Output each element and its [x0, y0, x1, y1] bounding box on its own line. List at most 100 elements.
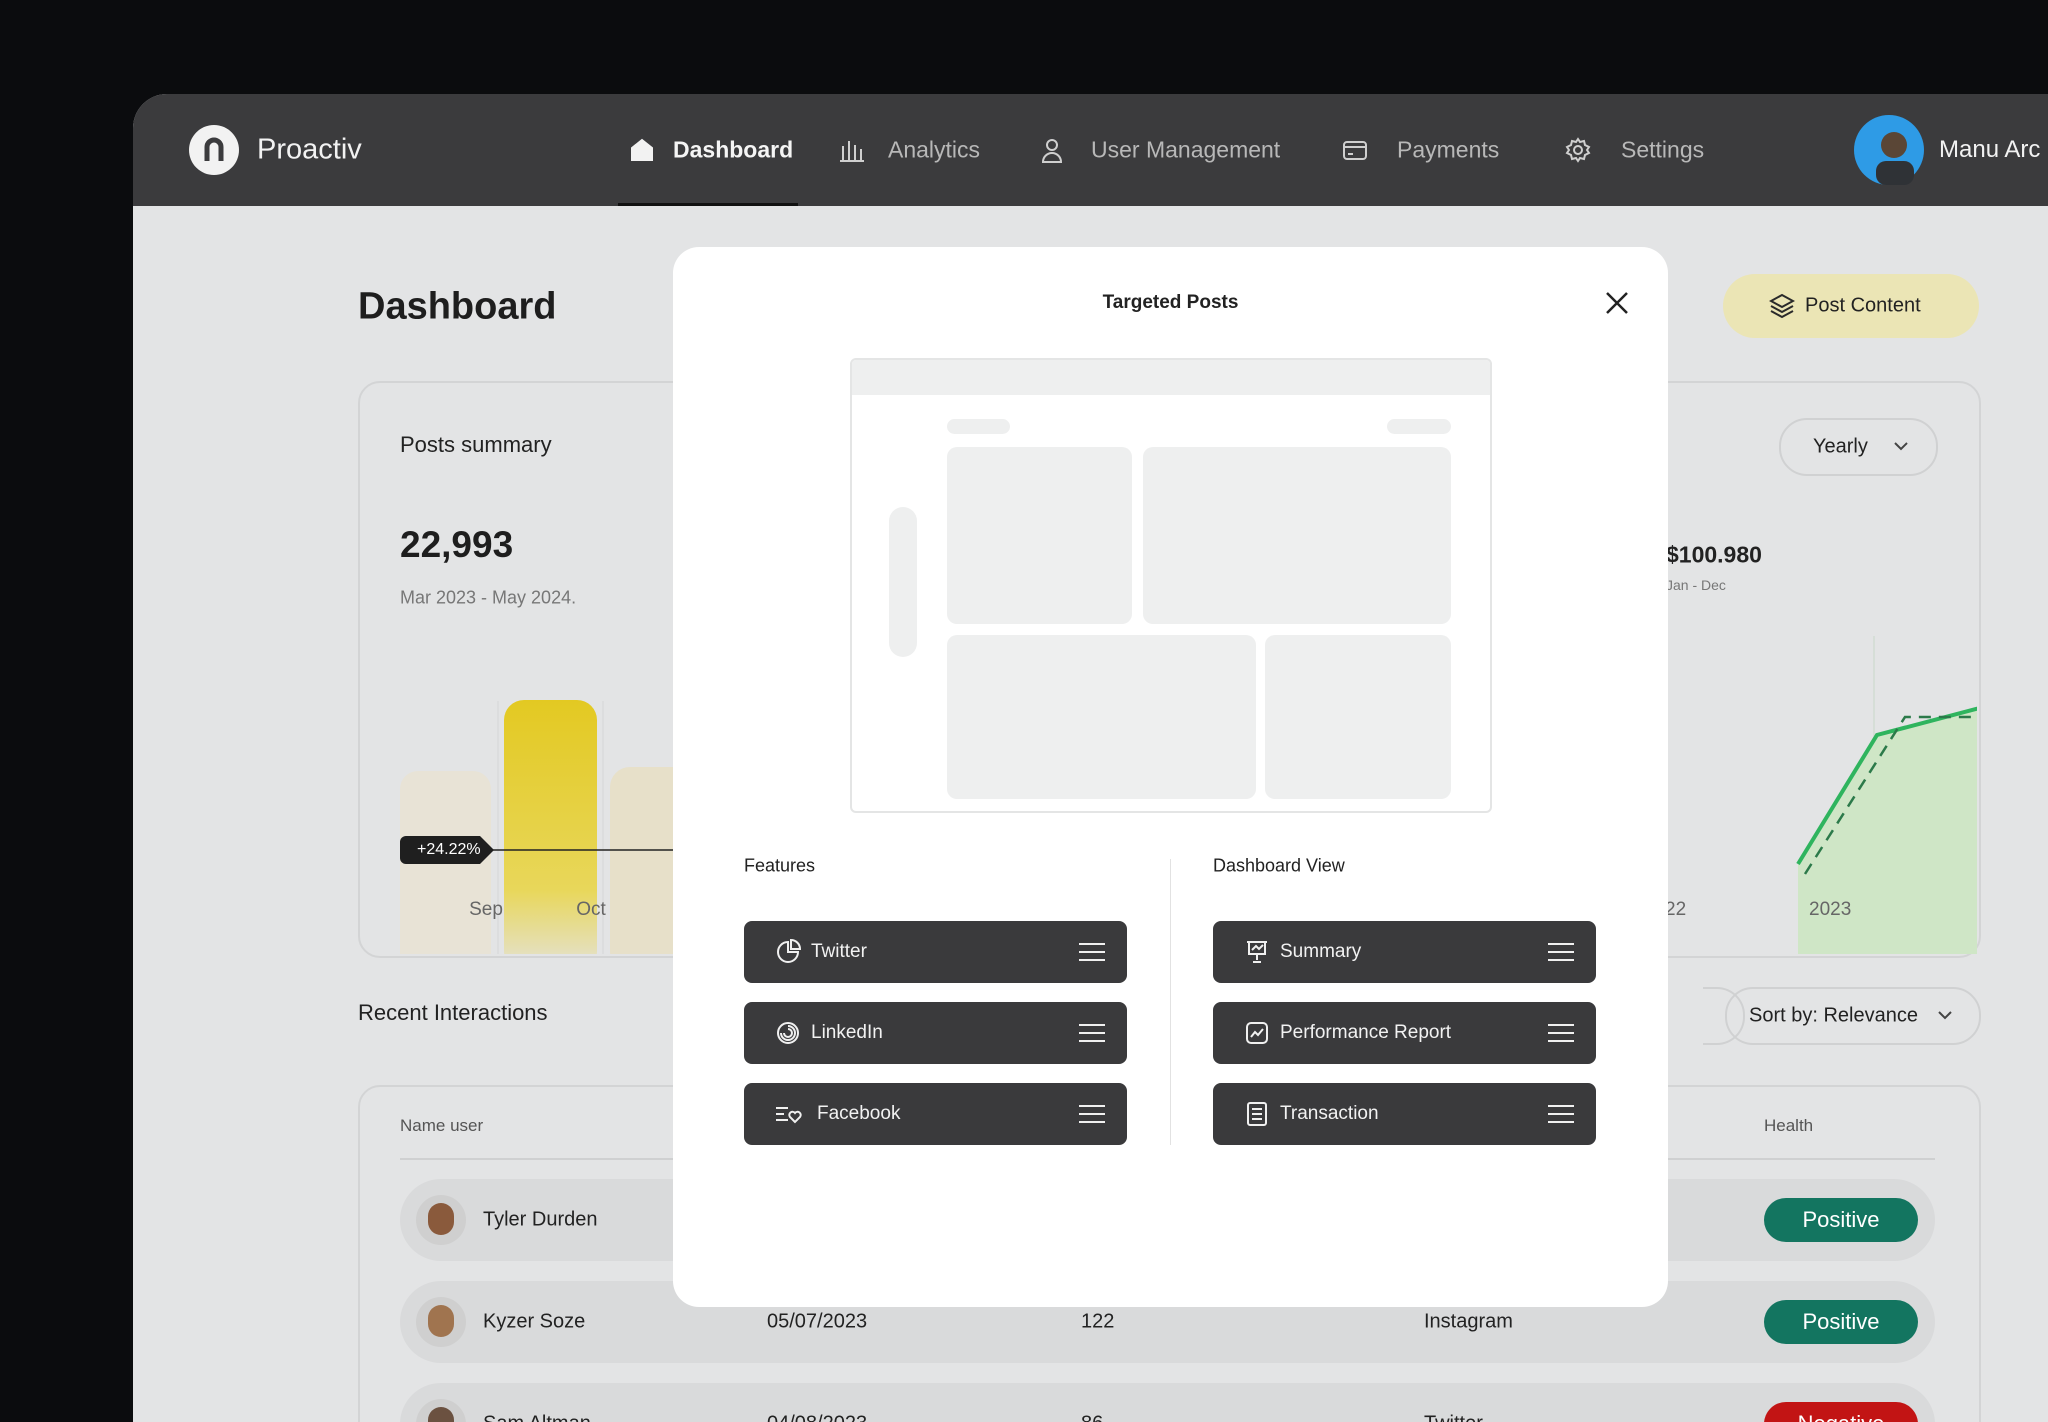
revenue-range: Jan - Dec: [1666, 577, 1726, 593]
feature-item[interactable]: Twitter: [744, 921, 1127, 983]
feature-item[interactable]: Performance Report: [1213, 1002, 1596, 1064]
row-avatar: [416, 1399, 466, 1422]
nav-item[interactable]: User Management: [1091, 136, 1281, 163]
preview-box: [947, 635, 1256, 799]
summary-total: 22,993: [400, 524, 514, 565]
logo: [189, 125, 239, 175]
row-name: Sam Altman: [483, 1413, 591, 1422]
item-icon: [774, 1019, 802, 1047]
nav-icon: [1038, 136, 1066, 164]
bar-oct: [504, 700, 597, 954]
preview-box: [947, 447, 1132, 624]
row-date: 05/07/2023: [767, 1310, 868, 1333]
row-name: Kyzer Soze: [483, 1310, 586, 1333]
health-badge: Positive: [1764, 1198, 1918, 1242]
period-dropdown[interactable]: Yearly: [1779, 418, 1938, 476]
item-label: Twitter: [811, 941, 867, 962]
row-count: 122: [1081, 1310, 1115, 1333]
preview-pill: [1387, 419, 1451, 434]
chevron: [1894, 442, 1908, 451]
nav-icon: [1564, 136, 1592, 164]
preview-pill: [947, 419, 1010, 434]
preview-box: [1143, 447, 1451, 624]
drag-handle: [1078, 1100, 1106, 1128]
x-axis-label: Sep: [469, 899, 503, 920]
column-header: Name user: [400, 1116, 484, 1135]
user-name[interactable]: Manu Arc: [1939, 136, 2041, 163]
modal: Targeted Posts Features Dashboard View T…: [673, 247, 1668, 1307]
preview-sidebar: [889, 507, 917, 657]
preview-box: [1265, 635, 1451, 799]
post-content-button[interactable]: Post Content: [1723, 274, 1979, 338]
table-row[interactable]: Sam Altman 04/08/2023 86 Twitter Negative: [400, 1383, 1935, 1422]
nav-item[interactable]: Settings: [1621, 136, 1705, 163]
nav-item[interactable]: Payments: [1397, 136, 1500, 163]
drag-handle: [1078, 1019, 1106, 1047]
drag-handle: [1547, 938, 1575, 966]
feature-item[interactable]: Transaction: [1213, 1083, 1596, 1145]
item-icon: [1243, 1019, 1271, 1047]
brand[interactable]: Proactiv: [257, 133, 362, 166]
revenue-area: [1798, 708, 1977, 954]
preview-header: [852, 360, 1490, 395]
interactions-title: Recent Interactions: [358, 1000, 548, 1025]
row-date: 04/08/2023: [767, 1413, 867, 1422]
nav-icon: [1341, 136, 1369, 164]
divider: [1170, 859, 1171, 1145]
item-icon: [1243, 1100, 1271, 1128]
column-header: Health: [1764, 1116, 1814, 1135]
sort-label: Sort by: Relevance: [1749, 1004, 1918, 1027]
drag-handle: [1078, 938, 1106, 966]
avatar-face: [428, 1203, 454, 1235]
avatar-face: [428, 1407, 454, 1422]
sort-dropdown[interactable]: Sort by: Relevance: [1725, 987, 1981, 1045]
row-platform: Twitter: [1424, 1413, 1483, 1422]
filter-button[interactable]: [1703, 987, 1745, 1045]
drag-handle: [1547, 1019, 1575, 1047]
summary-title: Posts summary: [400, 432, 552, 457]
layers-icon: [1769, 293, 1795, 319]
x-axis-label: 2023: [1809, 899, 1852, 920]
nav-icon: [628, 136, 656, 164]
health-badge: Negative: [1764, 1402, 1918, 1422]
post-content-label: Post Content: [1805, 294, 1921, 317]
features-title: Features: [744, 855, 816, 876]
item-icon: [774, 938, 802, 966]
item-label: Summary: [1280, 941, 1362, 962]
feature-item[interactable]: Facebook: [744, 1083, 1127, 1145]
nav-bar: Proactiv Manu Arc Dashboard Analytics User…: [133, 94, 2048, 206]
nav-icon: [838, 136, 866, 164]
drag-handle: [1547, 1100, 1575, 1128]
row-avatar: [416, 1297, 466, 1347]
user-avatar[interactable]: [1854, 115, 1924, 185]
item-label: Facebook: [817, 1103, 901, 1124]
row-platform: Instagram: [1424, 1310, 1513, 1333]
item-label: LinkedIn: [811, 1022, 883, 1043]
chevron: [1938, 1011, 1952, 1020]
modal-title: Targeted Posts: [1102, 292, 1239, 313]
nav-item[interactable]: Analytics: [888, 136, 981, 163]
item-icon: [774, 1100, 802, 1128]
preview: [850, 358, 1492, 813]
feature-item[interactable]: Summary: [1213, 921, 1596, 983]
item-label: Performance Report: [1280, 1022, 1452, 1043]
page-title: Dashboard: [358, 285, 557, 328]
row-count: 86: [1081, 1413, 1103, 1422]
x-axis-label: 22: [1665, 899, 1687, 920]
change-label: +24.22%: [417, 841, 481, 858]
row-name: Tyler Durden: [483, 1208, 598, 1231]
nav-item[interactable]: Dashboard: [673, 136, 794, 163]
item-label: Transaction: [1280, 1103, 1379, 1124]
close-button[interactable]: [1604, 290, 1630, 316]
revenue-value: $100.980: [1666, 541, 1762, 568]
period-label: Yearly: [1813, 435, 1868, 458]
feature-item[interactable]: LinkedIn: [744, 1002, 1127, 1064]
change-tag: [400, 836, 494, 864]
health-badge: Positive: [1764, 1300, 1918, 1344]
view-title: Dashboard View: [1213, 855, 1345, 876]
x-axis-label: Oct: [576, 899, 606, 920]
active-underline: [618, 203, 798, 206]
item-icon: [1243, 938, 1271, 966]
row-avatar: [416, 1195, 466, 1245]
